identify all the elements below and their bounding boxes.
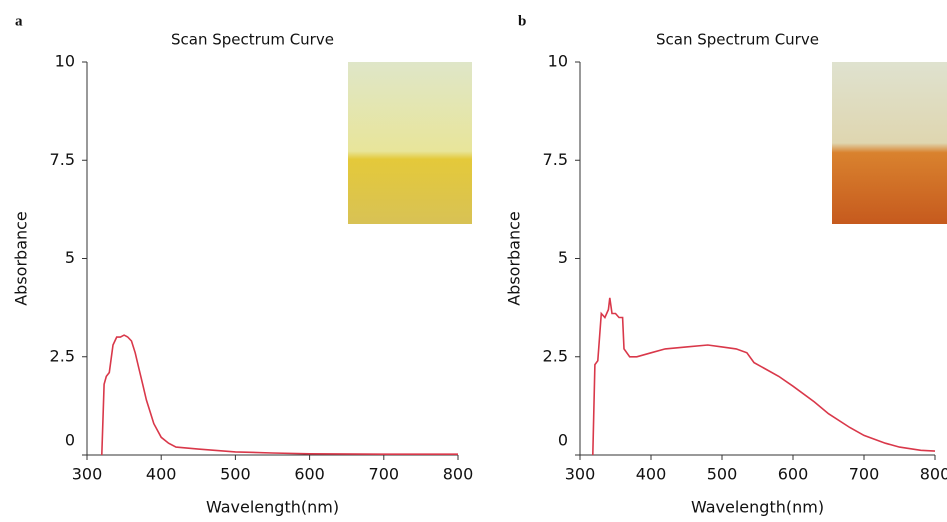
x-tick-label: 300 <box>565 465 596 484</box>
y-tick-label: 2.5 <box>50 346 75 365</box>
x-tick-label: 500 <box>707 465 738 484</box>
x-tick-label: 800 <box>443 465 474 484</box>
flask-photo <box>832 62 947 224</box>
y-tick-label: 5 <box>65 248 75 267</box>
y-tick-label: 7.5 <box>543 150 568 169</box>
spectrum-line <box>593 298 935 455</box>
x-tick-label: 700 <box>849 465 880 484</box>
panel-label: a <box>15 13 23 29</box>
x-tick-label: 400 <box>636 465 667 484</box>
y-tick-label: 5 <box>558 248 568 267</box>
x-tick-label: 600 <box>294 465 325 484</box>
y-tick-label: 10 <box>548 52 568 71</box>
panel-label: b <box>518 13 526 29</box>
flask-photo <box>348 62 472 224</box>
figure: a Scan Spectrum Curve Wavelength(nm) Absorb… <box>0 0 947 522</box>
y-tick-label: 0 <box>558 431 568 450</box>
x-axis-label: Wavelength(nm) <box>691 498 824 517</box>
y-tick-label: 7.5 <box>50 150 75 169</box>
spectrum-line <box>102 335 458 455</box>
chart-title: Scan Spectrum Curve <box>656 31 819 49</box>
y-axis-label: Absorbance <box>12 211 31 306</box>
y-axis-label: Absorbance <box>505 211 524 306</box>
y-tick-label: 0 <box>65 431 75 450</box>
y-tick-label: 2.5 <box>543 346 568 365</box>
x-tick-label: 700 <box>369 465 400 484</box>
x-tick-label: 300 <box>72 465 103 484</box>
x-tick-label: 400 <box>146 465 177 484</box>
x-tick-label: 500 <box>220 465 251 484</box>
x-tick-label: 600 <box>778 465 809 484</box>
chart-title: Scan Spectrum Curve <box>171 31 334 49</box>
x-tick-label: 800 <box>920 465 947 484</box>
y-tick-label: 10 <box>55 52 75 71</box>
x-axis-label: Wavelength(nm) <box>206 498 339 517</box>
